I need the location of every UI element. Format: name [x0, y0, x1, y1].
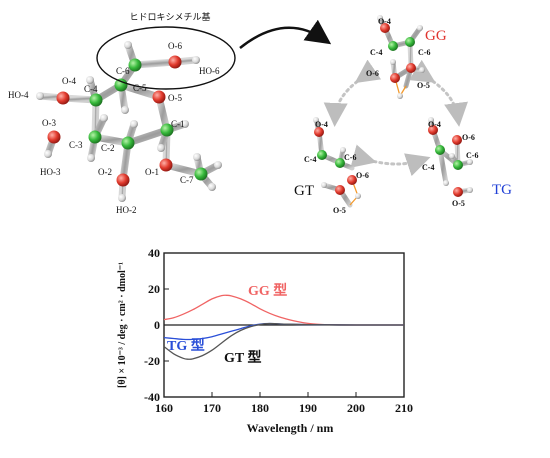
x-tick-label: 180: [251, 401, 269, 415]
tg-conformer-name: TG: [492, 182, 512, 198]
gg-label-o5: O-5: [417, 81, 430, 90]
series-line-gg: [163, 294, 404, 326]
atom-label-o6: O-6: [168, 41, 182, 51]
atom-label-ho2: HO-2: [116, 205, 137, 215]
transition-arrow: [239, 19, 332, 49]
conformer-cycle-arrows: [323, 59, 468, 177]
gt-label-o5: O-5: [333, 206, 346, 215]
x-tick-label: 200: [347, 401, 365, 415]
series-line-tg: [163, 322, 405, 341]
x-tick-label: 210: [395, 401, 413, 415]
atom-label-c6: C-6: [116, 66, 130, 76]
atom-label-ho3: HO-3: [40, 167, 61, 177]
series-label-gg: GG 型: [248, 282, 287, 299]
x-tick-label: 190: [299, 401, 317, 415]
gt-label-o6: O-6: [356, 171, 369, 180]
atom-label-c4: C-4: [84, 84, 98, 94]
series-label-tg: TG 型: [167, 337, 205, 354]
series-line-gt: [163, 322, 405, 360]
tg-label-o6: O-6: [462, 133, 475, 142]
series-lines: [163, 294, 405, 360]
tg-label-c4: C-4: [422, 163, 434, 172]
gt-label-o4: O-4: [315, 120, 328, 129]
carbon-atoms: [88, 58, 208, 181]
x-tick-label: 170: [203, 401, 221, 415]
atom-label-c7: C-7: [180, 175, 194, 185]
series-label-gt: GT 型: [224, 349, 261, 366]
hydrogen-atoms: [36, 41, 222, 202]
gg-label-o4: O-4: [378, 17, 391, 26]
atom-label-o1: O-1: [145, 167, 159, 177]
conformer-gg: O-4 C-4 C-6 O-6 O-5 GG: [366, 15, 447, 99]
conformer-gt: O-4 C-4 C-6 O-6 O-5 GT: [294, 117, 369, 215]
atom-label-o5: O-5: [168, 93, 182, 103]
atom-label-o4: O-4: [62, 76, 76, 86]
gg-label-c4: C-4: [370, 48, 382, 57]
gt-conformer-name: GT: [294, 183, 314, 199]
x-tick-label: 160: [155, 401, 173, 415]
y-tick-label: -40: [144, 390, 160, 404]
hydroxymethyl-group-label: ヒドロキシメチル基: [129, 11, 210, 22]
atom-label-o3: O-3: [42, 118, 56, 128]
y-axis-title: [θ] × 10⁻³ / deg · cm² · dmol⁻¹: [117, 262, 128, 388]
atom-label-c3: C-3: [69, 140, 83, 150]
gg-label-o6: O-6: [366, 69, 379, 78]
x-axis-title: Wavelength / nm: [247, 421, 334, 435]
y-tick-label: 40: [148, 246, 160, 260]
gt-label-c6: C-6: [344, 153, 356, 162]
gg-conformer-name: GG: [425, 28, 447, 44]
gg-label-c6: C-6: [418, 48, 430, 57]
y-tick-label: 20: [148, 282, 160, 296]
hydroxymethyl-highlight-ellipse: [96, 26, 236, 90]
gt-label-c4: C-4: [304, 155, 316, 164]
atom-label-o2: O-2: [98, 167, 112, 177]
molecule-model: ヒドロキシメチル基 O-6 HO-6 C-6 C-5 O-5 O-4 HO-4 …: [8, 11, 236, 215]
atom-label-ho6: HO-6: [199, 66, 220, 76]
atom-label-c5: C-5: [133, 83, 147, 93]
atom-label-c2: C-2: [101, 143, 115, 153]
conformer-tg: O-4 O-6 C-6 C-4 O-5 TG: [422, 117, 512, 208]
y-tick-label: 0: [154, 318, 160, 332]
atom-label-c1: C-1: [171, 119, 185, 129]
atom-label-ho4: HO-4: [8, 90, 29, 100]
y-tick-label: -20: [144, 354, 160, 368]
oxygen-atoms: [47, 55, 182, 187]
tg-label-c6: C-6: [466, 151, 478, 160]
tg-label-o5: O-5: [452, 199, 465, 208]
tg-label-o4: O-4: [428, 120, 441, 129]
